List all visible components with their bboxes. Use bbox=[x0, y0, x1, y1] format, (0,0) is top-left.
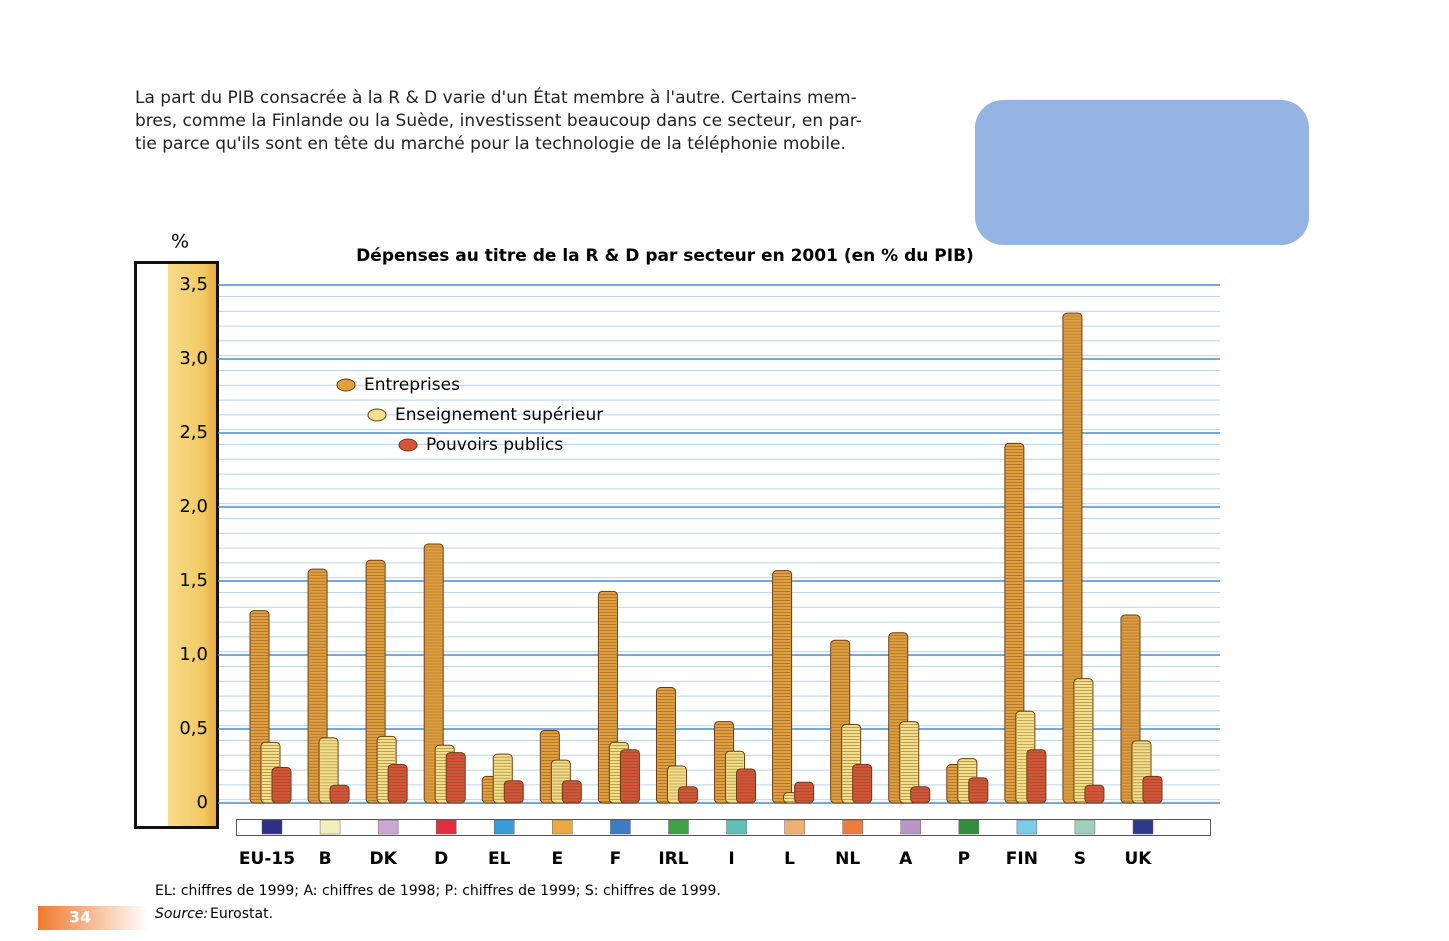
x-tick-label: DK bbox=[369, 849, 397, 869]
chart-title: Dépenses au titre de la R & D par secteu… bbox=[356, 246, 974, 266]
y-tick-label: 2,0 bbox=[179, 496, 208, 517]
legend-swatch bbox=[367, 408, 387, 422]
x-tick-label: NL bbox=[835, 849, 860, 869]
x-tick-label: EL bbox=[488, 849, 511, 869]
x-tick-label: FIN bbox=[1006, 849, 1038, 869]
x-tick-label: A bbox=[899, 849, 913, 869]
axis-box bbox=[134, 261, 219, 829]
y-tick-label: 1,0 bbox=[179, 644, 208, 665]
bar bbox=[561, 780, 582, 804]
flag bbox=[1074, 819, 1096, 835]
x-tick-label: E bbox=[552, 849, 564, 869]
intro-line: bres, comme la Finlande ou la Suède, inv… bbox=[135, 111, 862, 131]
y-tick-label: 0 bbox=[197, 792, 208, 813]
bar bbox=[910, 786, 931, 804]
bar bbox=[772, 570, 793, 804]
source-label: Source: bbox=[155, 906, 208, 922]
legend-label: Entreprises bbox=[364, 375, 460, 395]
x-tick-label: L bbox=[784, 849, 795, 869]
bar bbox=[1142, 775, 1163, 804]
bar bbox=[503, 780, 524, 804]
bar bbox=[736, 768, 757, 804]
bar bbox=[1073, 678, 1094, 804]
y-tick-label: 2,5 bbox=[179, 422, 208, 443]
flag bbox=[958, 819, 980, 835]
x-tick-label: I bbox=[728, 849, 734, 869]
flag bbox=[1132, 819, 1154, 835]
y-tick-label: 1,5 bbox=[179, 570, 208, 591]
x-tick-label: S bbox=[1074, 849, 1086, 869]
flag bbox=[494, 819, 515, 835]
flag bbox=[435, 819, 457, 835]
bar bbox=[899, 721, 920, 804]
bar bbox=[794, 781, 815, 804]
legend-swatch bbox=[336, 378, 356, 392]
bar bbox=[968, 777, 989, 804]
page-number: 34 bbox=[69, 908, 91, 927]
page-tab bbox=[38, 906, 148, 930]
flag bbox=[377, 819, 399, 835]
y-tick-label: 3,0 bbox=[179, 348, 208, 369]
illustration bbox=[975, 100, 1309, 245]
bar bbox=[677, 786, 698, 804]
x-tick-label: D bbox=[434, 849, 448, 869]
source: Eurostat. bbox=[210, 906, 273, 922]
flag bbox=[842, 819, 863, 835]
flag bbox=[900, 819, 921, 835]
flag bbox=[784, 819, 805, 835]
intro-line: La part du PIB consacrée à la R & D vari… bbox=[135, 86, 857, 108]
x-tick-label: F bbox=[610, 849, 622, 869]
bar bbox=[852, 764, 873, 804]
x-tick-label: B bbox=[319, 849, 332, 869]
bar bbox=[619, 749, 640, 804]
flag bbox=[610, 819, 631, 835]
x-tick-label: P bbox=[958, 849, 970, 869]
bar bbox=[445, 752, 466, 804]
x-tick-label: UK bbox=[1125, 849, 1153, 869]
legend-label: Enseignement supérieur bbox=[395, 405, 603, 425]
bar bbox=[387, 764, 408, 804]
flag bbox=[552, 819, 573, 835]
x-tick-label: EU-15 bbox=[239, 849, 295, 869]
flag bbox=[319, 819, 341, 835]
x-tick-label: IRL bbox=[658, 849, 688, 869]
y-tick-label: 3,5 bbox=[179, 274, 208, 295]
flag bbox=[1016, 819, 1038, 835]
intro-line: tie parce qu'ils sont en tête du marché … bbox=[135, 134, 846, 154]
flag bbox=[726, 819, 747, 835]
legend-label: Pouvoirs publics bbox=[426, 435, 563, 455]
flag bbox=[261, 819, 283, 835]
bar bbox=[1026, 749, 1047, 804]
flag bbox=[668, 819, 689, 835]
note: EL: chiffres de 1999; A: chiffres de 199… bbox=[155, 883, 721, 899]
bar bbox=[423, 543, 444, 804]
axis-band bbox=[168, 263, 218, 827]
y-tick-label: 0,5 bbox=[179, 718, 208, 739]
y-axis-label: % bbox=[171, 231, 189, 253]
legend-swatch bbox=[398, 438, 418, 452]
